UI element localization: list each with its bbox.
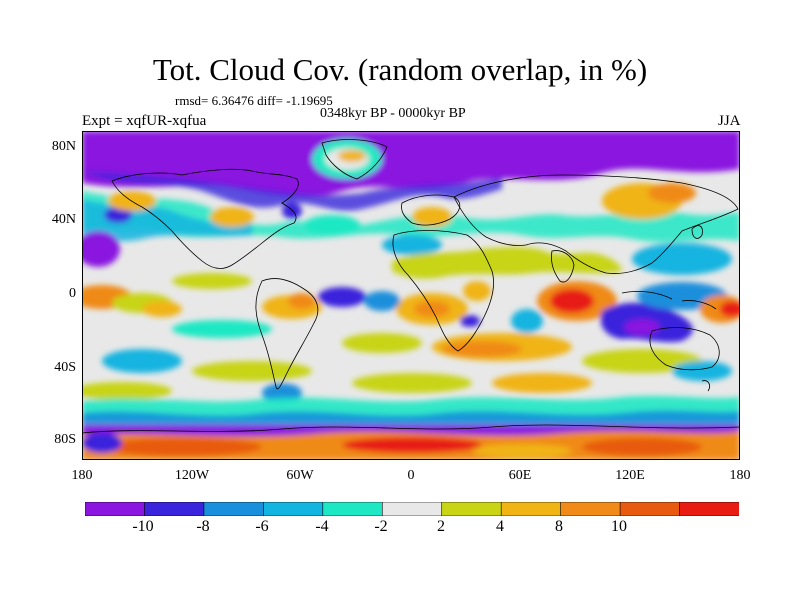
colorbar-swatch xyxy=(381,502,443,516)
colorbar-label: 2 xyxy=(437,518,445,535)
lat-label-40n: 40N xyxy=(51,212,76,227)
colorbar-swatch xyxy=(619,502,681,516)
colorbar-swatch xyxy=(500,502,562,516)
colorbar-swatch xyxy=(441,502,502,516)
colorbar-swatch xyxy=(203,502,265,516)
map-title: Tot. Cloud Cov. (random overlap, in %) xyxy=(152,52,648,87)
colorbar-swatch xyxy=(144,502,205,516)
coastlines xyxy=(82,139,740,434)
colorbar xyxy=(85,502,739,516)
colorbar-label: -10 xyxy=(132,518,154,535)
time-period: 0348kyr BP - 0000kyr BP xyxy=(320,106,466,121)
colorbar-label: 4 xyxy=(496,518,504,535)
colorbar-label: -8 xyxy=(196,518,210,535)
colorbar-swatch xyxy=(560,502,621,516)
season-label: JJA xyxy=(718,113,741,129)
lon-label-60e: 60E xyxy=(508,468,532,483)
anomaly-field xyxy=(82,131,740,460)
map-frame xyxy=(82,131,740,460)
colorbar-label: 8 xyxy=(555,518,563,535)
lat-label-80s: 80S xyxy=(54,432,76,447)
cloud-cover-anomaly-map xyxy=(82,131,740,460)
lon-label-0: 0 xyxy=(407,468,415,483)
colorbar-swatch xyxy=(679,502,739,516)
lon-label-120e: 120E xyxy=(615,468,645,483)
lon-label-120w: 120W xyxy=(174,468,210,483)
colorbar-swatch xyxy=(263,502,324,516)
lat-label-eq: 0 xyxy=(69,286,76,301)
lat-label-80n: 80N xyxy=(51,139,76,154)
colorbar-label: -2 xyxy=(374,518,388,535)
colorbar-swatch xyxy=(85,502,146,516)
colorbar-swatch xyxy=(322,502,384,516)
lon-label-180w: 180 xyxy=(71,468,93,483)
colorbar-label: -4 xyxy=(315,518,329,535)
lat-label-40s: 40S xyxy=(54,360,76,375)
lon-label-60w: 60W xyxy=(286,468,314,483)
rmsd-diff-stats: rmsd= 6.36476 diff= -1.19695 xyxy=(175,93,333,108)
colorbar-label: 10 xyxy=(611,518,627,535)
colorbar-label: -6 xyxy=(255,518,269,535)
lon-label-180e: 180 xyxy=(729,468,751,483)
experiment-label: Expt = xqfUR-xqfua xyxy=(82,113,207,129)
